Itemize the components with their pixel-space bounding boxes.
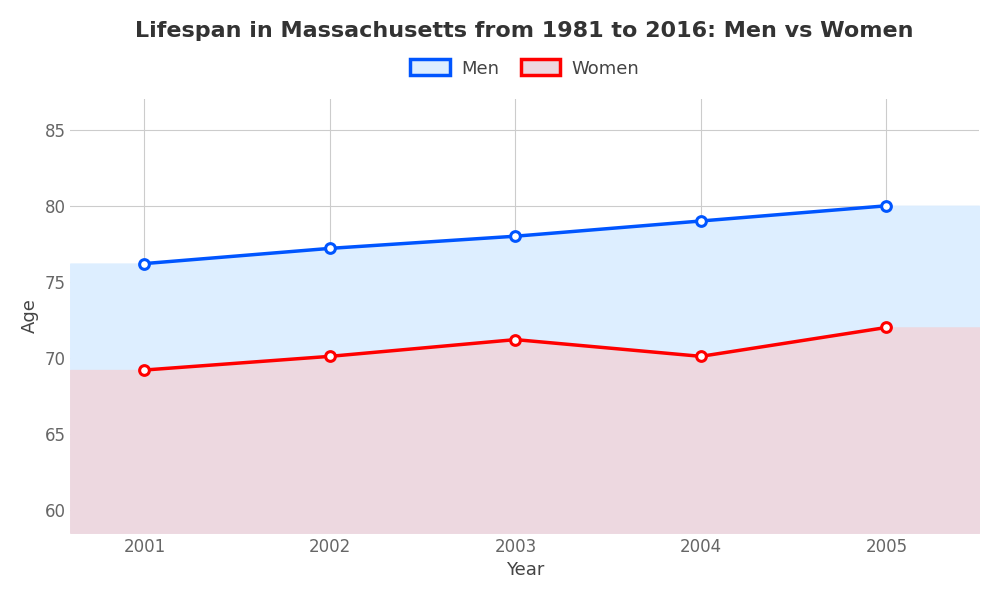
X-axis label: Year: Year [506,561,544,579]
Y-axis label: Age: Age [21,299,39,334]
Legend: Men, Women: Men, Women [403,52,646,85]
Title: Lifespan in Massachusetts from 1981 to 2016: Men vs Women: Lifespan in Massachusetts from 1981 to 2… [135,21,914,41]
